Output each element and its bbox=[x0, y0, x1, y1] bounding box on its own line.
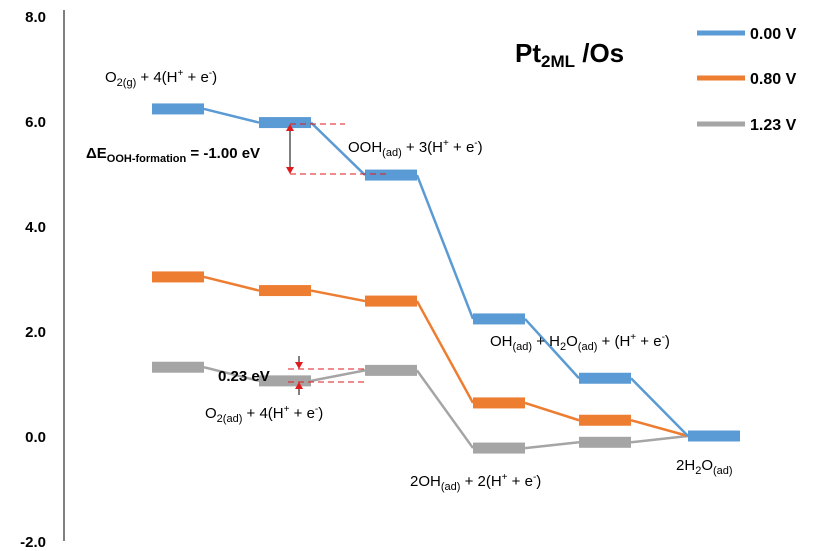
energy-level-bar bbox=[688, 430, 740, 442]
energy-level-bar bbox=[579, 414, 631, 426]
energy-level-bar bbox=[259, 117, 311, 129]
label-2oh: 2OH(ad) + 2(H+ + e-) bbox=[410, 472, 541, 493]
chart-title: Pt2ML /Os bbox=[515, 38, 624, 71]
series-connector-line bbox=[203, 275, 260, 292]
series-connector-line bbox=[524, 318, 580, 380]
energy-level-bar bbox=[365, 169, 417, 181]
energy-level-bar bbox=[152, 271, 204, 283]
energy-level-bar bbox=[579, 436, 631, 448]
y-tick-label: 8.0 bbox=[25, 9, 46, 26]
series-connector-line bbox=[630, 434, 689, 444]
series-connector-line bbox=[524, 401, 580, 422]
series-connector-line bbox=[310, 121, 366, 176]
series-connector-line bbox=[310, 369, 366, 383]
series-connector-line bbox=[524, 441, 580, 450]
series-connector-line bbox=[415, 369, 475, 449]
y-tick-label: 6.0 bbox=[25, 114, 46, 131]
y-axis-ticks: 8.0 6.0 4.0 2.0 0.0 -2.0 bbox=[20, 9, 46, 551]
label-ooh: OOH(ad) + 3(H+ + e-) bbox=[348, 138, 483, 159]
y-tick-label: -2.0 bbox=[20, 534, 46, 551]
delta-e-marker bbox=[286, 123, 390, 175]
series-connector-line bbox=[310, 289, 366, 303]
energy-level-bar bbox=[152, 361, 204, 373]
series-connectors bbox=[203, 107, 689, 450]
series-connector-line bbox=[415, 174, 475, 320]
energy-level-bar bbox=[365, 295, 417, 307]
chart-legend: 0.00 V 0.80 V 1.23 V bbox=[697, 26, 797, 134]
energy-level-bar bbox=[473, 313, 525, 325]
label-o2ad: O2(ad) + 4(H+ + e-) bbox=[205, 404, 323, 425]
energy-level-bar bbox=[365, 364, 417, 376]
ev023-marker bbox=[288, 356, 365, 395]
legend-label: 0.80 V bbox=[750, 71, 797, 88]
energy-level-bar bbox=[152, 103, 204, 115]
energy-level-bar bbox=[473, 442, 525, 454]
legend-label: 0.00 V bbox=[750, 26, 797, 43]
energy-level-bar bbox=[259, 375, 311, 387]
series-connector-line bbox=[630, 377, 689, 437]
label-2h2o: 2H2O(ad) bbox=[676, 457, 733, 477]
energy-level-bar bbox=[259, 285, 311, 297]
y-tick-label: 4.0 bbox=[25, 219, 46, 236]
series-connector-line bbox=[630, 419, 689, 438]
energy-level-bar bbox=[473, 397, 525, 409]
label-o2g: O2(g) + 4(H+ + e-) bbox=[105, 68, 217, 89]
energy-levels bbox=[152, 103, 740, 454]
y-tick-label: 2.0 bbox=[25, 324, 46, 341]
energy-level-bar bbox=[579, 372, 631, 384]
y-tick-label: 0.0 bbox=[25, 429, 46, 446]
legend-label: 1.23 V bbox=[750, 117, 797, 134]
series-connector-line bbox=[415, 300, 475, 404]
series-connector-line bbox=[203, 107, 260, 124]
label-delta-e: ΔEOOH-formation = -1.00 eV bbox=[86, 145, 260, 165]
series-connector-line bbox=[203, 366, 260, 383]
label-oh: OH(ad) + H2O(ad) + (H+ + e-) bbox=[490, 332, 670, 353]
label-023-ev: 0.23 eV bbox=[218, 368, 270, 385]
